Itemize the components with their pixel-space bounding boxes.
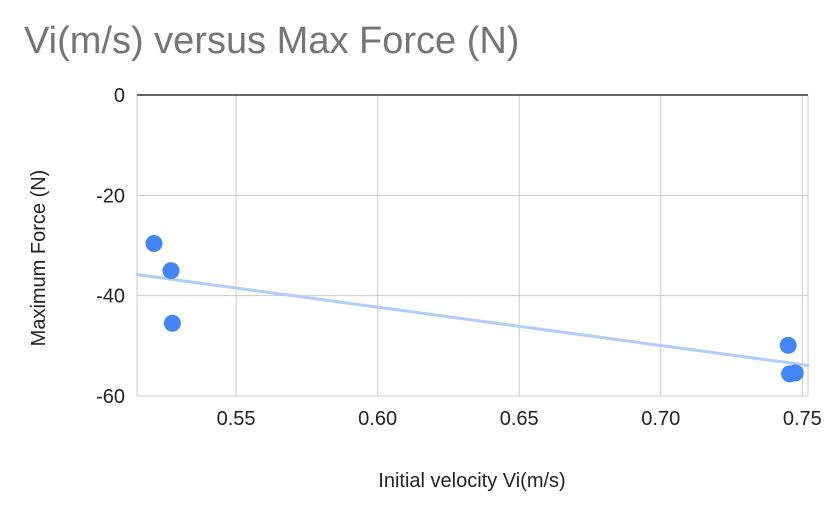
y-tick-label: -40 — [96, 286, 125, 308]
x-tick-label: 0.75 — [783, 408, 822, 430]
data-point — [163, 314, 181, 332]
grid-lines — [136, 95, 809, 397]
trendline — [135, 273, 810, 367]
y-axis-title: Maximum Force (N) — [28, 170, 50, 347]
y-tick-label: 0 — [114, 85, 125, 107]
data-point — [162, 262, 180, 280]
y-tick-label: -60 — [96, 386, 125, 408]
x-tick-label: 0.70 — [641, 408, 680, 430]
data-point — [779, 336, 797, 354]
y-tick-labels: 0 -20 -40 -60 — [96, 85, 125, 408]
x-axis-title: Initial velocity Vi(m/s) — [378, 470, 565, 492]
x-tick-label: 0.60 — [358, 408, 397, 430]
trendline-group — [135, 273, 810, 367]
x-tick-label: 0.65 — [500, 408, 539, 430]
data-points — [145, 234, 804, 383]
chart-title: Vi(m/s) versus Max Force (N) — [24, 20, 520, 62]
x-tick-label: 0.55 — [217, 408, 256, 430]
data-point — [145, 234, 163, 252]
x-tick-labels: 0.55 0.60 0.65 0.70 0.75 — [217, 408, 822, 430]
data-point — [786, 364, 804, 382]
y-tick-label: -20 — [96, 185, 125, 207]
